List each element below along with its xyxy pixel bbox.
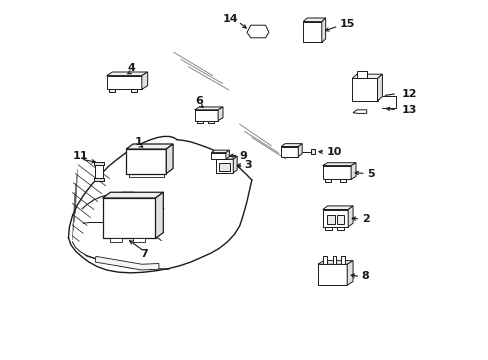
Text: 5: 5 xyxy=(366,168,374,179)
Bar xyxy=(133,238,145,242)
Polygon shape xyxy=(377,74,382,101)
Text: 9: 9 xyxy=(239,150,247,161)
Bar xyxy=(337,227,344,230)
Bar xyxy=(194,110,218,121)
Polygon shape xyxy=(218,107,223,121)
Polygon shape xyxy=(350,163,355,179)
Text: 15: 15 xyxy=(339,19,354,30)
Polygon shape xyxy=(322,163,355,166)
Text: 14: 14 xyxy=(223,14,238,24)
Polygon shape xyxy=(95,256,159,270)
Bar xyxy=(322,210,347,227)
Bar xyxy=(310,149,315,154)
Polygon shape xyxy=(321,18,325,42)
Text: 11: 11 xyxy=(73,150,88,161)
Text: 7: 7 xyxy=(140,249,148,259)
Polygon shape xyxy=(216,156,237,159)
Polygon shape xyxy=(351,74,382,78)
Bar xyxy=(303,22,321,42)
Polygon shape xyxy=(246,25,268,38)
Bar xyxy=(197,121,203,123)
Bar xyxy=(131,89,137,92)
Polygon shape xyxy=(142,72,147,89)
Polygon shape xyxy=(346,261,352,285)
Bar xyxy=(106,76,142,89)
Bar xyxy=(322,256,326,264)
Bar xyxy=(208,121,214,123)
Polygon shape xyxy=(106,72,147,76)
Bar xyxy=(326,215,335,224)
Polygon shape xyxy=(233,156,237,173)
Bar xyxy=(102,198,155,238)
Bar xyxy=(126,149,166,174)
Bar xyxy=(110,238,122,242)
Bar xyxy=(281,147,298,157)
Text: 13: 13 xyxy=(401,105,416,115)
Text: 12: 12 xyxy=(401,89,417,99)
Polygon shape xyxy=(166,144,173,174)
Polygon shape xyxy=(317,261,352,264)
Bar xyxy=(109,89,115,92)
Polygon shape xyxy=(298,144,302,157)
Polygon shape xyxy=(211,150,229,153)
Bar xyxy=(351,78,377,101)
Bar xyxy=(340,179,346,182)
Bar xyxy=(95,163,103,180)
Bar xyxy=(317,264,346,285)
Polygon shape xyxy=(303,18,325,22)
Text: 2: 2 xyxy=(361,214,369,224)
Polygon shape xyxy=(102,192,163,198)
Polygon shape xyxy=(155,192,163,238)
Bar xyxy=(322,166,350,179)
Bar xyxy=(341,256,345,264)
Bar xyxy=(219,163,229,171)
Bar xyxy=(94,162,104,165)
Text: 8: 8 xyxy=(361,271,369,282)
Text: 1: 1 xyxy=(135,137,142,147)
Polygon shape xyxy=(322,206,352,210)
Polygon shape xyxy=(194,107,223,110)
Text: 3: 3 xyxy=(244,160,252,170)
Polygon shape xyxy=(352,110,366,113)
Bar xyxy=(216,159,233,173)
Text: 10: 10 xyxy=(326,147,341,157)
Text: 4: 4 xyxy=(127,63,135,73)
Bar xyxy=(211,153,225,159)
Bar xyxy=(337,215,344,224)
Polygon shape xyxy=(281,144,302,147)
Polygon shape xyxy=(126,144,173,149)
Text: 6: 6 xyxy=(195,96,203,106)
Polygon shape xyxy=(356,71,366,78)
Bar xyxy=(325,227,331,230)
Polygon shape xyxy=(347,206,352,227)
Bar xyxy=(332,256,336,264)
Polygon shape xyxy=(225,150,229,159)
Bar xyxy=(94,178,104,181)
Bar xyxy=(325,179,330,182)
